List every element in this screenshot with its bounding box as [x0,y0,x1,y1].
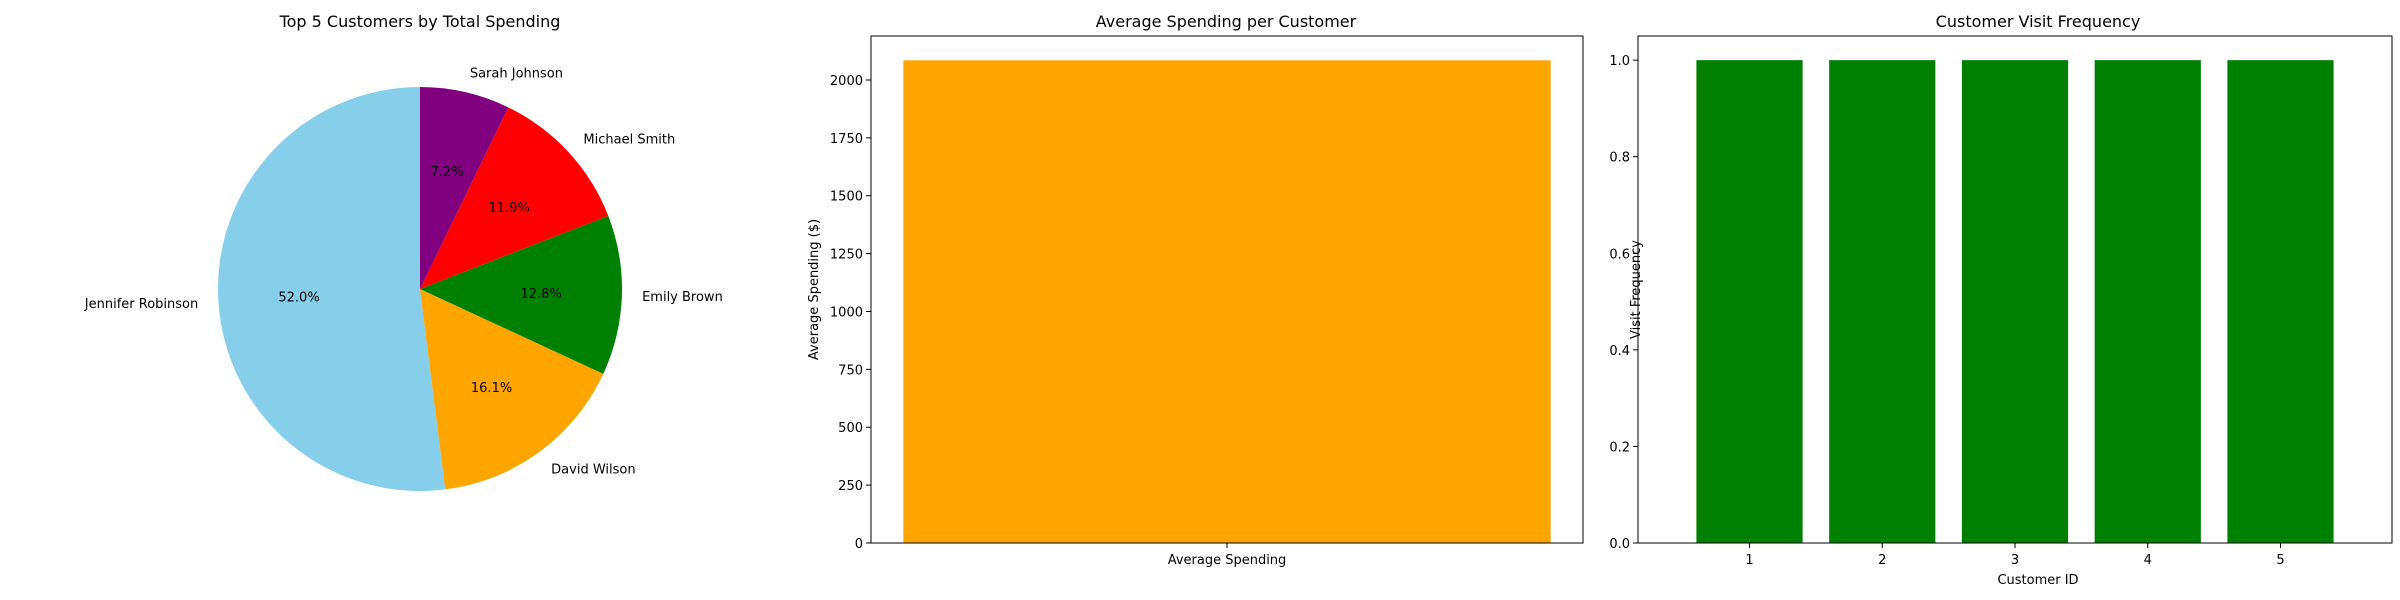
x-tick-label: 5 [2276,553,2284,568]
y-tick-label: 0.4 [1609,344,1630,359]
pie-percent-label: 7.2% [431,165,464,180]
y-tick-label: 2000 [830,74,863,89]
visit-frequency-chart-title: Customer Visit Frequency [1936,12,2141,31]
bar [903,60,1551,543]
pie-chart-panel: Top 5 Customers by Total Spending 52.0% J… [84,12,723,491]
pie-slices [218,87,622,491]
bar [1829,60,1936,544]
y-tick-label: 1750 [830,132,863,147]
avg-spending-chart-title: Average Spending per Customer [1096,12,1357,31]
x-tick-label: 1 [1745,553,1753,568]
x-tick-label: 3 [2011,553,2019,568]
pie-category-label: David Wilson [551,462,635,477]
pie-slice [420,215,622,374]
pie-category-label: Jennifer Robinson [84,297,198,312]
x-tick-label: Average Spending [1168,553,1287,568]
y-tick-label: 0.6 [1609,247,1630,262]
avg-spending-y-axis-label: Average Spending ($) [807,219,822,360]
y-tick-label: 0.2 [1609,440,1630,455]
visit-frequency-y-axis-label: Visit Frequency [1629,240,1644,339]
y-tick-label: 500 [838,421,863,436]
y-tick-label: 250 [838,479,863,494]
visit-frequency-bars [1696,60,2334,544]
y-tick-label: 0 [855,537,863,552]
y-tick-label: 0.8 [1609,151,1630,166]
pie-slice [420,289,604,490]
avg-spending-chart-panel: Average Spending per Customer 0 250 500 750… [807,12,1584,568]
bar [2094,60,2201,544]
pie-percent-label: 12.8% [520,287,561,302]
pie-category-label: Sarah Johnson [470,66,563,81]
bar [1961,60,2069,544]
pie-category-label: Emily Brown [642,290,723,305]
y-tick-label: 0.0 [1609,537,1630,552]
y-tick-label: 1250 [830,248,863,263]
pie-category-label: Michael Smith [583,132,675,147]
visit-frequency-x-ticks: 1 2 3 4 5 [1745,543,2285,568]
y-tick-label: 750 [838,363,863,378]
pie-chart-title: Top 5 Customers by Total Spending [279,12,561,31]
pie-percent-label: 11.9% [488,201,529,216]
pie-slice [218,87,446,491]
pie-percent-label: 52.0% [278,291,319,306]
pie-labels: 52.0% Jennifer Robinson 16.1% David Wilson 1… [84,66,723,477]
visit-frequency-y-ticks: 0.0 0.2 0.4 0.6 0.8 1.0 [1609,54,1638,552]
avg-spending-bars [903,60,1551,543]
avg-spending-y-ticks: 0 250 500 750 1000 1250 1500 1750 2000 [830,74,871,552]
visit-frequency-x-axis-label: Customer ID [1997,573,2078,588]
y-tick-label: 1.0 [1609,54,1630,69]
pie-percent-label: 16.1% [471,381,512,396]
avg-spending-x-ticks: Average Spending [1168,543,1287,568]
pie-slice [420,87,509,289]
y-tick-label: 1000 [830,305,863,320]
pie-slice [420,107,609,290]
x-tick-label: 2 [1878,553,1886,568]
visit-frequency-chart-panel: Customer Visit Frequency 0.0 0.2 0.4 0.6 0.8… [1609,12,2393,588]
bar [1696,60,1803,544]
y-tick-label: 1500 [830,190,863,205]
x-tick-label: 4 [2144,553,2152,568]
bar [2227,60,2334,544]
